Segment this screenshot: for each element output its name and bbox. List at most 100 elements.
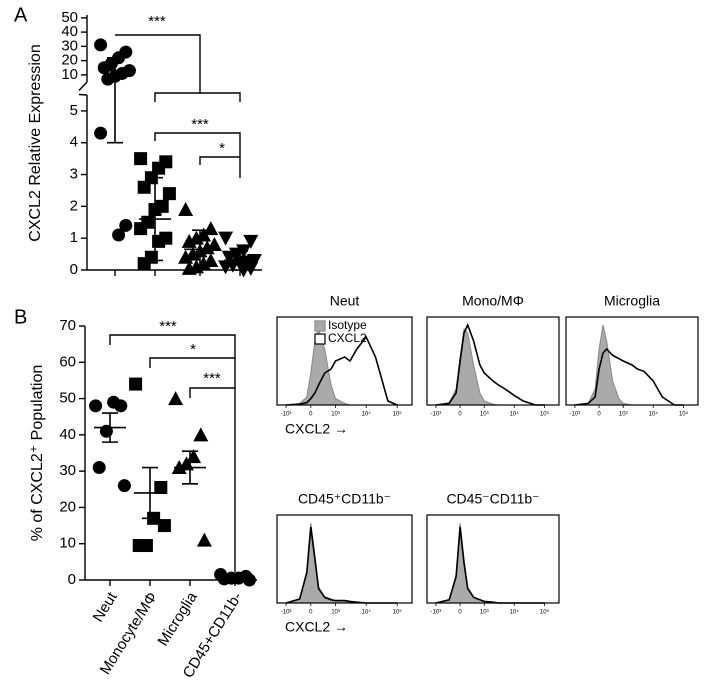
dot <box>107 395 121 409</box>
x-tick-label: 0 <box>309 412 313 418</box>
y-axis-label: % of CXCL2⁺ Population <box>29 365 46 542</box>
dot <box>203 221 219 236</box>
dot <box>181 260 197 275</box>
dot <box>129 377 143 391</box>
significance-bracket <box>189 387 235 398</box>
significance-label: *** <box>159 318 177 335</box>
dot <box>178 249 194 264</box>
x-tick-label: 0 <box>458 412 462 418</box>
y-tick-label: 20 <box>59 498 76 515</box>
x-tick-label: 10³ <box>619 412 628 418</box>
x-tick-label: 10³ <box>331 412 340 418</box>
x-tick-label: 10³ <box>480 412 489 418</box>
dot <box>132 539 146 553</box>
legend-label: CXCL2 <box>328 331 367 345</box>
x-tick-label: Microglia <box>155 589 202 649</box>
significance-label: *** <box>148 13 166 30</box>
dot <box>157 519 171 533</box>
significance-label: * <box>219 140 225 157</box>
dot <box>137 257 151 271</box>
dot <box>92 461 106 475</box>
dot <box>137 180 151 194</box>
y-tick-label: 40 <box>59 426 76 443</box>
panel-title: Mono/MΦ <box>462 293 524 309</box>
error-bar <box>192 229 208 270</box>
y-tick-label: 30 <box>61 37 78 54</box>
significance-bracket <box>154 92 241 102</box>
panel-title: Neut <box>330 293 360 309</box>
error-bar <box>147 176 163 262</box>
histogram-panel: Microglia -10³ 0 10³ 10⁴ 10⁵ <box>565 293 699 418</box>
significance-label: *** <box>191 116 209 133</box>
dot <box>193 427 209 442</box>
x-tick-label: 10⁴ <box>510 609 520 616</box>
y-tick-label: 10 <box>61 66 78 83</box>
dot <box>218 231 234 246</box>
panel-label: A <box>14 4 28 26</box>
significance-bracket <box>115 34 201 93</box>
dot <box>154 480 168 494</box>
dot <box>196 532 212 547</box>
x-tick-label: 10⁵ <box>393 609 403 616</box>
y-tick-label: 4 <box>70 134 78 151</box>
isotype-area <box>574 324 684 406</box>
x-tick-label: 10⁵ <box>540 411 550 418</box>
dot-plot: B % of CXCL2⁺ Population 0 10 20 30 40 50 60 70 Ne… <box>14 306 257 681</box>
dot <box>101 72 115 86</box>
dot <box>94 38 108 52</box>
isotype-area <box>285 522 398 604</box>
dot <box>99 424 113 438</box>
dot <box>242 573 256 587</box>
legend-swatch <box>314 333 326 345</box>
significance-bracket <box>199 156 240 165</box>
histogram-panel: CD45⁻CD11b⁻ -10³ 0 10³ 10⁴ 10⁵ <box>426 491 560 616</box>
histogram-panel: Mono/MΦ -10³ 0 10³ 10⁴ 10⁵ <box>426 293 560 418</box>
x-tick-label: -10³ <box>431 610 442 616</box>
error-bar <box>227 575 243 581</box>
plot-frame <box>276 316 413 406</box>
x-tick-label: 10⁴ <box>649 411 659 418</box>
dot <box>89 399 103 413</box>
y-tick-label: 50 <box>61 9 78 26</box>
dot <box>119 218 133 232</box>
histogram-panel: CD45⁺CD11b⁻ -10³ 0 10³ 10⁴ 10⁵ CXCL2 → <box>276 491 413 635</box>
x-tick-label: 0 <box>458 610 462 616</box>
x-tick-label: 10⁵ <box>679 411 689 418</box>
dot <box>221 250 237 265</box>
dot <box>94 126 108 140</box>
y-tick-label: 5 <box>70 102 78 119</box>
panel-title: CD45⁺CD11b⁻ <box>298 491 391 507</box>
dot <box>178 202 194 217</box>
dot <box>134 222 148 236</box>
dot <box>168 391 184 406</box>
error-bar <box>182 450 198 485</box>
dot <box>117 479 131 493</box>
plot-frame <box>426 316 560 406</box>
y-axis-label: CXCL2 Relative Expression <box>27 44 44 241</box>
dot-plot: A CXCL2 Relative Expression 0 1 2 3 4 5 10203040… <box>14 4 262 278</box>
x-tick-label: 10⁴ <box>510 411 520 418</box>
axis-break <box>78 81 88 96</box>
significance-bracket <box>154 132 241 178</box>
x-tick-label: 10⁴ <box>362 411 372 418</box>
y-tick-label: 40 <box>61 23 78 40</box>
panel-label: B <box>14 306 27 328</box>
significance-label: *** <box>203 370 221 387</box>
significance-label: * <box>190 341 196 358</box>
y-tick-label: 3 <box>70 166 78 183</box>
x-tick-label: 0 <box>597 412 601 418</box>
y-tick-label: 0 <box>68 571 76 588</box>
x-tick-label: 0 <box>309 610 313 616</box>
cxcl2-line <box>286 335 398 406</box>
y-tick-label: 30 <box>59 462 76 479</box>
significance-bracket <box>149 357 235 368</box>
dot <box>152 234 166 248</box>
x-axis-label: CXCL2 → <box>285 421 348 437</box>
panel-title: CD45⁻CD11b⁻ <box>446 491 539 507</box>
plot-frame <box>426 514 560 604</box>
significance-bracket <box>109 334 236 572</box>
error-bar <box>102 412 118 443</box>
cxcl2-line <box>435 322 545 406</box>
y-tick-label: 20 <box>61 52 78 69</box>
